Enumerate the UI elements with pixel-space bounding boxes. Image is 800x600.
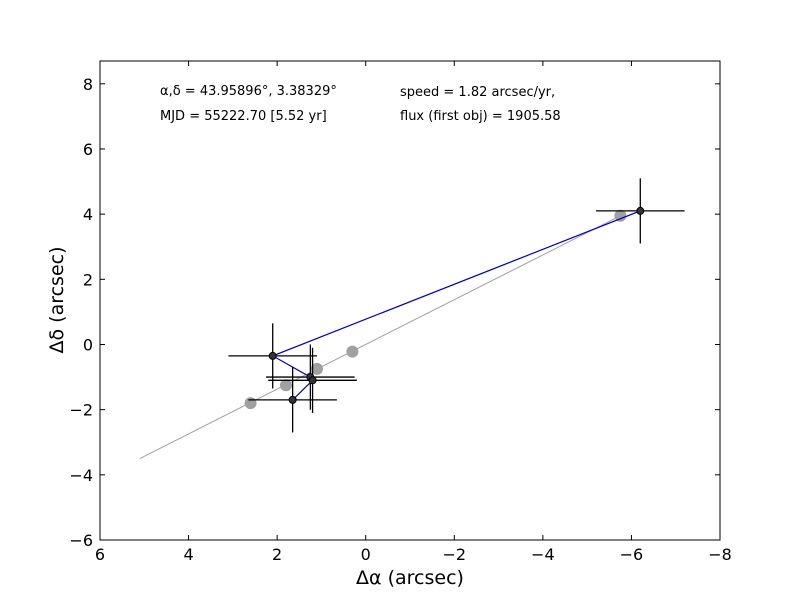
model-point bbox=[280, 379, 292, 392]
x-tick-label: −4 bbox=[531, 545, 555, 564]
fit-line bbox=[139, 215, 621, 459]
fit-line-layer bbox=[139, 215, 621, 459]
x-axis-title: Δα (arcsec) bbox=[356, 567, 464, 589]
y-tick-label: −4 bbox=[69, 466, 93, 485]
x-tick-label: 0 bbox=[361, 545, 371, 564]
observed-points-layer bbox=[268, 206, 645, 404]
annotation-mjd: MJD = 55222.70 [5.52 yr] bbox=[160, 109, 327, 124]
observed-point bbox=[308, 376, 317, 385]
model-point bbox=[346, 345, 359, 358]
model-point bbox=[244, 397, 257, 410]
observed-path-line bbox=[271, 210, 641, 401]
x-tick-label: 4 bbox=[183, 545, 193, 564]
x-tick-label: −8 bbox=[708, 545, 732, 564]
annotation-coords: α,δ = 43.95896°, 3.38329° bbox=[160, 84, 337, 99]
observed-point bbox=[268, 351, 277, 360]
annotation-speed: speed = 1.82 arcsec/yr, bbox=[400, 85, 555, 100]
observed-path-layer bbox=[271, 210, 641, 401]
x-tick-label: 2 bbox=[272, 545, 282, 564]
x-tick-label: −2 bbox=[442, 545, 466, 564]
y-tick-label: 4 bbox=[83, 205, 93, 224]
observed-point bbox=[636, 206, 645, 215]
plot-frame bbox=[99, 60, 721, 541]
model-point bbox=[614, 209, 627, 222]
y-axis-title: Δδ (arcsec) bbox=[46, 246, 68, 353]
y-tick-label: 0 bbox=[83, 335, 93, 354]
model-point bbox=[311, 362, 323, 375]
x-tick-label: −6 bbox=[620, 545, 644, 564]
y-tick-label: 8 bbox=[83, 75, 93, 94]
y-tick-label: −6 bbox=[69, 531, 93, 550]
model-points-layer bbox=[244, 209, 627, 410]
y-tick-label: 6 bbox=[83, 140, 93, 159]
y-tick-label: 2 bbox=[83, 270, 93, 289]
annotation-flux: flux (first obj) = 1905.58 bbox=[400, 109, 561, 124]
y-tick-label: −2 bbox=[69, 401, 93, 420]
observed-point bbox=[288, 395, 297, 404]
x-tick-label: 6 bbox=[95, 545, 105, 564]
ticks-layer: 6 4 2 0 −2 −4 −6 −8 −6 −4 −2 0 2 4 6 8 bbox=[69, 61, 732, 564]
